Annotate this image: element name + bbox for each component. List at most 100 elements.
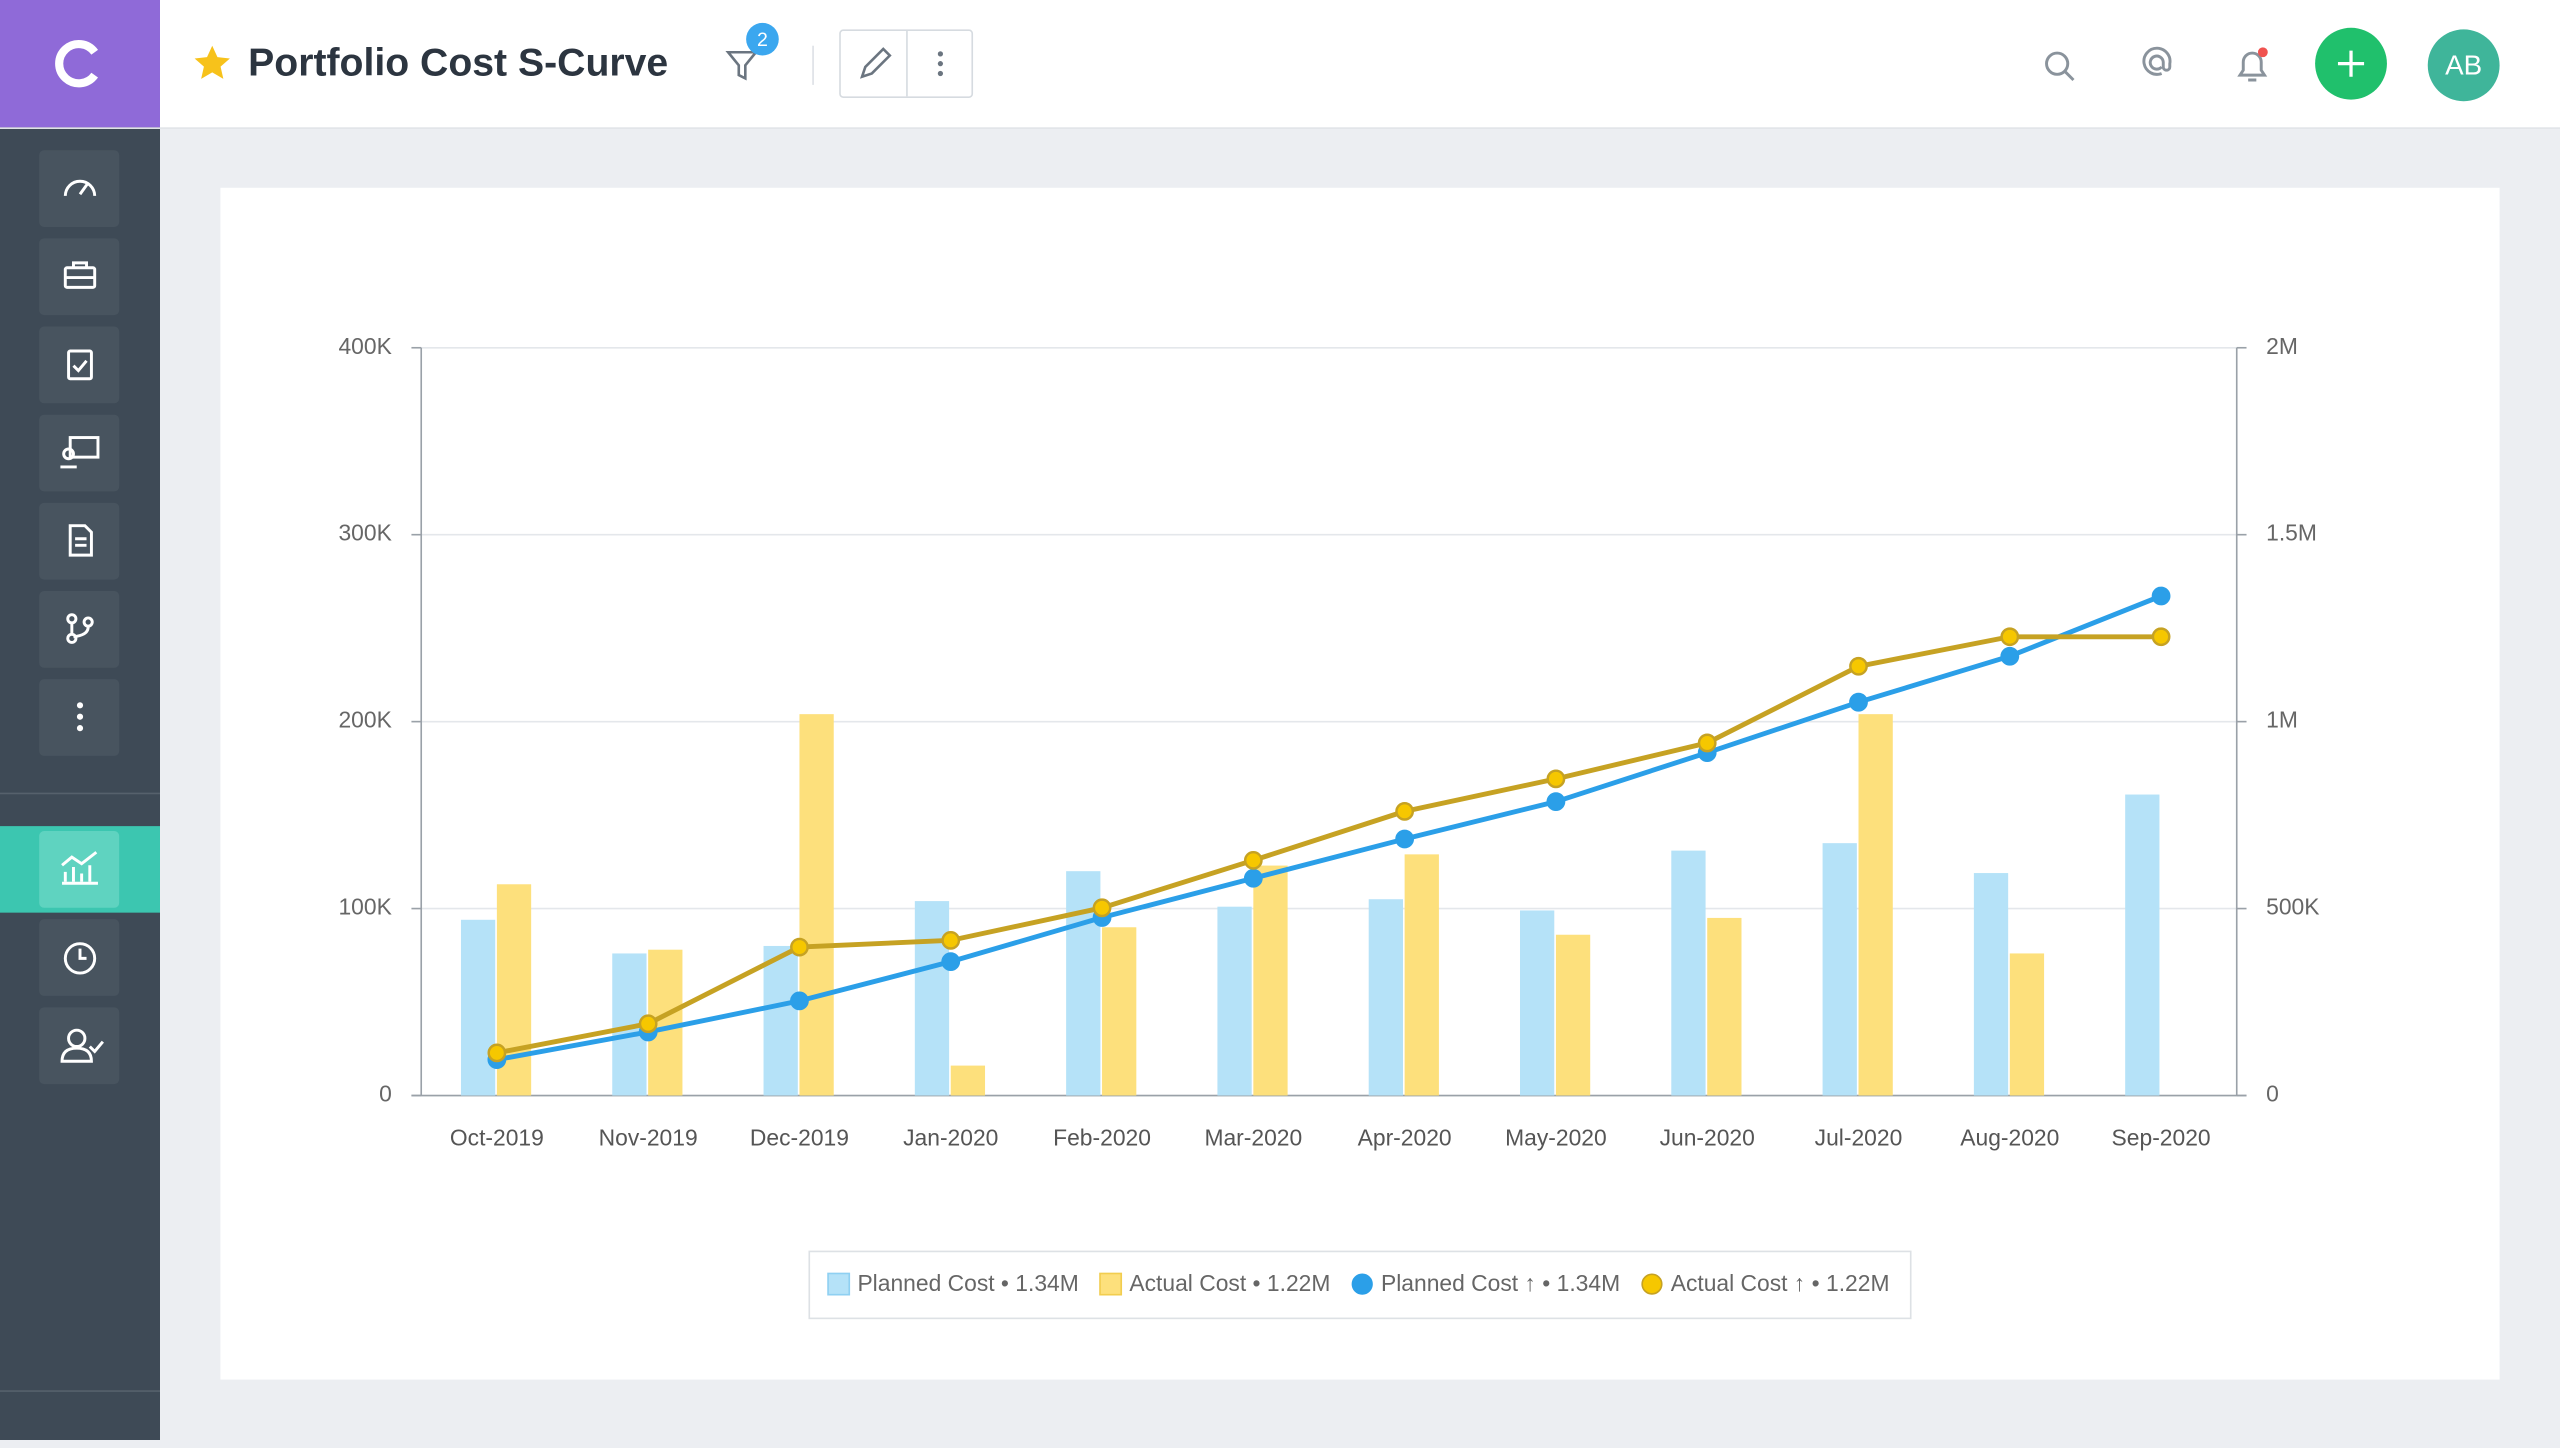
nav-reports[interactable]: [39, 414, 120, 492]
y2-tick-label: 1M: [2266, 707, 2298, 733]
bar: [1520, 910, 1555, 1096]
line-point: [2151, 627, 2171, 647]
logo-block[interactable]: [0, 0, 160, 128]
line-point: [2000, 627, 2020, 647]
y2-tick-label: 500K: [2266, 894, 2319, 920]
logo: [55, 40, 99, 88]
top-bar-border: [0, 127, 2560, 129]
line-point: [1395, 829, 1415, 849]
search-handle: [2064, 70, 2075, 82]
bar: [799, 714, 834, 1096]
bar: [1822, 843, 1857, 1096]
y-tick-label: 100K: [338, 894, 391, 920]
avatar-initials: AB: [2445, 49, 2482, 80]
y-tick-label: 400K: [338, 333, 391, 359]
line-point: [1546, 792, 1566, 812]
x-tick-label: Sep-2020: [2112, 1125, 2211, 1151]
bar: [1973, 873, 2009, 1096]
page-title: Portfolio Cost S-Curve: [248, 42, 668, 85]
bar: [1707, 917, 1742, 1096]
line-point: [1092, 898, 1112, 918]
line-point: [790, 937, 809, 957]
legend-label: Planned Cost • 1.34M: [857, 1270, 1078, 1296]
bar: [914, 901, 950, 1096]
nav-analytics-button[interactable]: [39, 831, 120, 908]
bar: [1217, 906, 1252, 1096]
sidebar-buttons: [39, 150, 120, 756]
legend-swatch: [827, 1272, 851, 1296]
x-tick-label: Jul-2020: [1815, 1125, 1903, 1151]
line: [496, 593, 2162, 1063]
x-tick-label: Mar-2020: [1204, 1125, 1302, 1151]
y2-tick-label: 2M: [2266, 333, 2298, 359]
nav-documents[interactable]: [39, 502, 120, 580]
nav-dashboard[interactable]: [39, 150, 120, 227]
line-point: [1849, 656, 1868, 676]
line-point: [638, 1014, 658, 1034]
x-tick-label: Nov-2019: [599, 1125, 698, 1151]
x-tick-label: Apr-2020: [1358, 1125, 1452, 1151]
sidebar-icons: [60, 179, 100, 732]
legend-label: Actual Cost ↑ • 1.22M: [1671, 1270, 1890, 1296]
chart: 0 100K 200K 300K 400K 0 500K 1M 1.5M 2M Oct-2019 No…: [338, 333, 2319, 1320]
add-icon: [2337, 50, 2365, 77]
line-point: [1395, 801, 1415, 821]
bar: [1858, 714, 1893, 1096]
more-button[interactable]: [937, 51, 944, 77]
nav-workflow[interactable]: [39, 591, 120, 668]
nav-tasks[interactable]: [39, 326, 120, 404]
legend-swatch: [1351, 1273, 1373, 1295]
line-point: [941, 952, 961, 972]
legend-label: Planned Cost ↑ • 1.34M: [1381, 1270, 1620, 1296]
avatar[interactable]: [2427, 29, 2500, 102]
filter-badge: [746, 22, 779, 56]
line-point: [941, 930, 961, 950]
line-point: [1546, 769, 1566, 789]
line-point: [2151, 586, 2171, 606]
x-tick-label: Oct-2019: [450, 1125, 544, 1151]
line-point: [1849, 692, 1868, 712]
history-hand: [78, 948, 87, 960]
bar: [460, 919, 496, 1096]
search-button[interactable]: [2045, 51, 2070, 76]
filter-count: 2: [757, 29, 768, 51]
bar: [763, 945, 798, 1096]
line-point: [2000, 646, 2020, 666]
bar: [1671, 850, 1706, 1096]
history-icon: [63, 942, 97, 975]
top-bar: [160, 0, 2560, 128]
legend-swatch: [1099, 1272, 1123, 1296]
line-point: [790, 991, 809, 1011]
chart-card: [220, 187, 2500, 1380]
favorite-star[interactable]: [194, 45, 230, 79]
bar: [1253, 865, 1288, 1096]
users-icon: [60, 1028, 104, 1063]
y-tick-label: 200K: [338, 707, 391, 733]
analytics-icon: [61, 851, 98, 885]
bar: [2125, 794, 2160, 1096]
line: [496, 634, 2162, 1056]
y2-tick-label: 1.5M: [2266, 520, 2317, 546]
line-point: [1243, 868, 1263, 888]
legend-label: Actual Cost • 1.22M: [1129, 1270, 1330, 1296]
notifications-button[interactable]: [2237, 51, 2268, 82]
line-point: [1243, 850, 1263, 870]
bar: [1102, 927, 1137, 1096]
legend-swatch: [1641, 1273, 1663, 1295]
bar: [2009, 953, 2045, 1096]
notification-dot: [2257, 47, 2268, 58]
line-point: [487, 1043, 507, 1063]
bar: [1368, 899, 1403, 1096]
bar: [1404, 854, 1439, 1096]
x-tick-label: Feb-2020: [1053, 1125, 1151, 1151]
x-tick-label: Jan-2020: [903, 1125, 998, 1151]
y-tick-label: 300K: [338, 520, 391, 546]
x-tick-label: Dec-2019: [750, 1125, 849, 1151]
edit-button[interactable]: [859, 47, 892, 79]
mentions-button[interactable]: [2142, 46, 2172, 76]
bar: [950, 1065, 986, 1096]
line-point: [1697, 733, 1717, 753]
bar: [1555, 934, 1591, 1096]
